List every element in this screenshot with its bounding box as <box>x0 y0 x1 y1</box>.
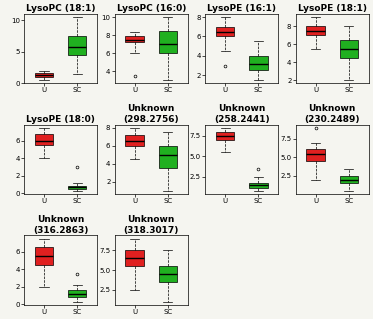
PathPatch shape <box>340 176 358 183</box>
PathPatch shape <box>68 36 87 55</box>
PathPatch shape <box>35 73 53 77</box>
Title: LysoPE (18:1): LysoPE (18:1) <box>298 4 367 13</box>
PathPatch shape <box>125 250 144 266</box>
PathPatch shape <box>307 149 325 161</box>
PathPatch shape <box>125 135 144 146</box>
PathPatch shape <box>249 182 267 188</box>
Title: Unknown
(318.3017): Unknown (318.3017) <box>123 215 179 234</box>
PathPatch shape <box>68 290 87 297</box>
PathPatch shape <box>159 266 177 282</box>
PathPatch shape <box>159 31 177 53</box>
PathPatch shape <box>35 134 53 145</box>
Title: Unknown
(298.2756): Unknown (298.2756) <box>123 105 179 124</box>
PathPatch shape <box>125 36 144 42</box>
PathPatch shape <box>35 247 53 265</box>
Title: Unknown
(258.2441): Unknown (258.2441) <box>214 105 270 124</box>
PathPatch shape <box>307 26 325 35</box>
Title: LysoPC (18:1): LysoPC (18:1) <box>26 4 95 13</box>
PathPatch shape <box>216 132 234 140</box>
PathPatch shape <box>68 186 87 189</box>
Title: Unknown
(316.2863): Unknown (316.2863) <box>33 215 88 234</box>
PathPatch shape <box>249 56 267 70</box>
Title: LysoPE (16:1): LysoPE (16:1) <box>207 4 276 13</box>
Title: LysoPC (16:0): LysoPC (16:0) <box>116 4 186 13</box>
PathPatch shape <box>216 27 234 36</box>
PathPatch shape <box>340 40 358 57</box>
Title: Unknown
(230.2489): Unknown (230.2489) <box>304 105 360 124</box>
PathPatch shape <box>159 146 177 168</box>
Title: LysoPE (18:0): LysoPE (18:0) <box>26 115 95 124</box>
